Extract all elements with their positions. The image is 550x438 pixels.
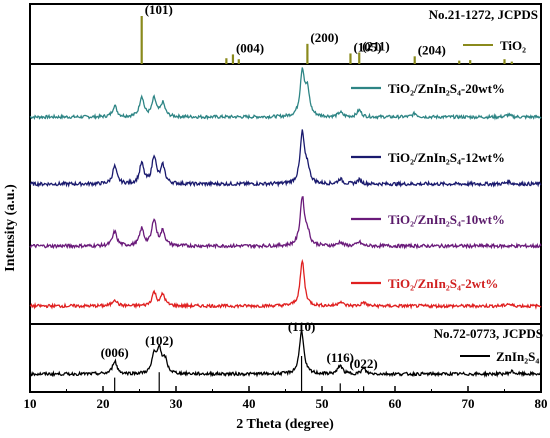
znin2s4-card-label: No.72-0773, JCPDS [434,326,543,341]
znin2s4-peak-label: (110) [288,319,315,334]
x-tick-label: 20 [97,396,110,411]
x-tick-label: 80 [535,396,548,411]
znin2s4-peak-label: (006) [101,345,129,360]
series-layer [29,67,542,378]
x-tick-label: 30 [170,396,183,411]
main-panel-frame [29,63,542,393]
legend-layer: TiO₂/ZnIn₂S₄-20wt% TiO₂/ZnIn₂S₄-12wt% TiO₂… [351,81,505,291]
znin2s4-peak-label: (116) [327,350,354,365]
series-line [29,129,542,188]
tio2-reference-pattern: (101) (004) (200) (105)(211) (204) [140,2,513,64]
znin2s4-reference-pattern: (006) (102) (110) (116)(022) [101,319,378,392]
series-line [29,67,542,121]
tio2-peak-label: (004) [236,40,264,55]
x-tick-label: 60 [389,396,402,411]
x-axis: 10 20 30 40 50 60 70 80 [24,386,548,411]
tio2-peak-label: (105) [353,39,381,54]
x-axis-label: 2 Theta (degree) [236,417,334,432]
legend-label: TiO₂/ZnIn₂S₄-2wt% [388,276,498,291]
x-tick-label: 70 [462,396,475,411]
series-line [29,196,542,250]
tio2-card-label: No.21-1272, JCPDS [429,7,538,22]
y-axis-label: Intensity (a.u.) [3,184,18,272]
tio2-legend: No.21-1272, JCPDS TiO₂ [429,7,538,53]
legend-label: TiO₂/ZnIn₂S₄-10wt% [388,212,505,227]
tio2-peak-label: (101) [145,2,173,17]
znin2s4-peak-label: (102) [145,333,173,348]
series-line [29,329,542,378]
znin2s4-peak-label: (022) [350,356,378,371]
x-tick-label: 40 [243,396,256,411]
x-tick-label: 10 [24,396,37,411]
tio2-peak-label: (200) [310,30,338,45]
znin2s4-legend: No.72-0773, JCPDS ZnIn₂S₄ [434,326,543,364]
tio2-legend-label: TiO₂ [500,38,526,53]
x-tick-label: 50 [316,396,329,411]
znin2s4-legend-label: ZnIn₂S₄ [496,349,539,364]
legend-label: TiO₂/ZnIn₂S₄-12wt% [388,150,505,165]
tio2-peak-label: (211) [362,38,389,53]
series-line [29,258,542,310]
legend-label: TiO₂/ZnIn₂S₄-20wt% [388,81,505,96]
tio2-peak-label: (204) [418,42,446,57]
